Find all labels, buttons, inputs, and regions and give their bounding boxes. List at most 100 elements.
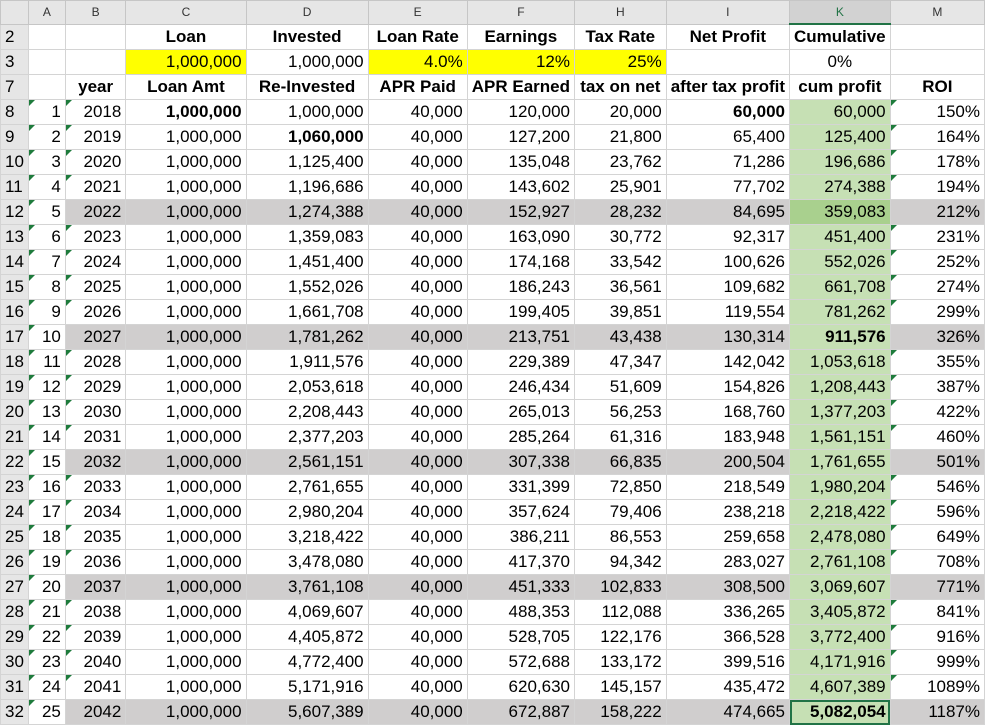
- roi-cell[interactable]: 274%: [889, 274, 985, 300]
- apr-earned-cell[interactable]: 307,338: [466, 449, 575, 475]
- row-index-cell[interactable]: 9: [27, 299, 66, 325]
- row-header[interactable]: 23: [0, 474, 29, 500]
- tax-cell[interactable]: 39,851: [573, 299, 667, 325]
- after-tax-profit-cell[interactable]: 109,682: [665, 274, 791, 300]
- loan-amt-cell[interactable]: 1,000,000: [125, 249, 247, 275]
- reinvested-cell[interactable]: 1,781,262: [245, 324, 369, 350]
- loan-amt-cell[interactable]: 1,000,000: [125, 324, 247, 350]
- apr-earned-cell[interactable]: 265,013: [466, 399, 575, 425]
- after-tax-profit-cell[interactable]: 308,500: [665, 574, 791, 600]
- cum-profit-cell[interactable]: 2,218,422: [789, 499, 891, 525]
- apr-earned-cell[interactable]: 417,370: [466, 549, 575, 575]
- apr-paid-cell[interactable]: 40,000: [367, 499, 468, 525]
- after-tax-profit-cell[interactable]: 399,516: [665, 649, 791, 675]
- year-cell[interactable]: 2020: [64, 149, 127, 175]
- row-index-cell[interactable]: 6: [27, 224, 66, 250]
- apr-earned-cell[interactable]: 199,405: [466, 299, 575, 325]
- apr-earned-cell[interactable]: 152,927: [466, 199, 575, 225]
- reinvested-cell[interactable]: 2,377,203: [245, 424, 369, 450]
- apr-earned-cell[interactable]: 229,389: [466, 349, 575, 375]
- tax-cell[interactable]: 145,157: [573, 674, 667, 700]
- tax-cell[interactable]: 25,901: [573, 174, 667, 200]
- apr-paid-cell[interactable]: 40,000: [367, 274, 468, 300]
- after-tax-profit-cell[interactable]: 183,948: [665, 424, 791, 450]
- apr-earned-cell[interactable]: 246,434: [466, 374, 575, 400]
- year-cell[interactable]: 2018: [64, 99, 127, 125]
- cum-profit-cell[interactable]: 3,069,607: [789, 574, 891, 600]
- year-cell[interactable]: 2041: [64, 674, 127, 700]
- cum-profit-cell[interactable]: 1,980,204: [789, 474, 891, 500]
- roi-cell[interactable]: 1089%: [889, 674, 985, 700]
- loan-amt-cell[interactable]: 1,000,000: [125, 574, 247, 600]
- reinvested-cell[interactable]: 2,980,204: [245, 499, 369, 525]
- cell[interactable]: [665, 49, 791, 75]
- reinvested-cell[interactable]: 3,478,080: [245, 549, 369, 575]
- after-tax-profit-cell[interactable]: 259,658: [665, 524, 791, 550]
- reinvested-cell[interactable]: 4,772,400: [245, 649, 369, 675]
- roi-cell[interactable]: 546%: [889, 474, 985, 500]
- roi-cell[interactable]: 150%: [889, 99, 985, 125]
- tax-cell[interactable]: 30,772: [573, 224, 667, 250]
- loan-amt-header[interactable]: Loan Amt: [125, 74, 247, 100]
- column-header-h[interactable]: H: [573, 0, 667, 25]
- year-cell[interactable]: 2042: [64, 699, 127, 725]
- row-header[interactable]: 18: [0, 349, 29, 375]
- apr-earned-cell[interactable]: 488,353: [466, 599, 575, 625]
- apr-earned-cell[interactable]: 163,090: [466, 224, 575, 250]
- tax-cell[interactable]: 72,850: [573, 474, 667, 500]
- after-tax-profit-cell[interactable]: 154,826: [665, 374, 791, 400]
- apr-paid-cell[interactable]: 40,000: [367, 574, 468, 600]
- loan-amt-cell[interactable]: 1,000,000: [125, 499, 247, 525]
- row-header[interactable]: 29: [0, 624, 29, 650]
- apr-paid-cell[interactable]: 40,000: [367, 174, 468, 200]
- apr-earned-cell[interactable]: 672,887: [466, 699, 575, 725]
- apr-paid-cell[interactable]: 40,000: [367, 449, 468, 475]
- row-header[interactable]: 28: [0, 599, 29, 625]
- row-index-cell[interactable]: 22: [27, 624, 66, 650]
- row-header[interactable]: 26: [0, 549, 29, 575]
- reinvested-cell[interactable]: 1,661,708: [245, 299, 369, 325]
- column-header-e[interactable]: E: [367, 0, 468, 25]
- row-header[interactable]: 14: [0, 249, 29, 275]
- roi-cell[interactable]: 771%: [889, 574, 985, 600]
- apr-paid-cell[interactable]: 40,000: [367, 349, 468, 375]
- row-index-cell[interactable]: 3: [27, 149, 66, 175]
- cum-profit-cell[interactable]: 1,761,655: [789, 449, 891, 475]
- after-tax-profit-header[interactable]: after tax profit: [665, 74, 791, 100]
- apr-earned-cell[interactable]: 127,200: [466, 124, 575, 150]
- year-cell[interactable]: 2022: [64, 199, 127, 225]
- apr-paid-cell[interactable]: 40,000: [367, 399, 468, 425]
- row-index-cell[interactable]: 23: [27, 649, 66, 675]
- column-header-i[interactable]: I: [665, 0, 791, 25]
- reinvested-cell[interactable]: 1,911,576: [245, 349, 369, 375]
- row-index-cell[interactable]: 12: [27, 374, 66, 400]
- after-tax-profit-cell[interactable]: 218,549: [665, 474, 791, 500]
- apr-paid-cell[interactable]: 40,000: [367, 299, 468, 325]
- row-header[interactable]: 30: [0, 649, 29, 675]
- tax-cell[interactable]: 47,347: [573, 349, 667, 375]
- apr-paid-cell[interactable]: 40,000: [367, 549, 468, 575]
- apr-earned-cell[interactable]: 386,211: [466, 524, 575, 550]
- cum-profit-cell[interactable]: 3,405,872: [789, 599, 891, 625]
- tax-cell[interactable]: 79,406: [573, 499, 667, 525]
- apr-earned-cell[interactable]: 451,333: [466, 574, 575, 600]
- row-index-cell[interactable]: 24: [27, 674, 66, 700]
- row-header[interactable]: 32: [0, 699, 29, 725]
- cum-profit-cell[interactable]: 125,400: [789, 124, 891, 150]
- year-cell[interactable]: 2032: [64, 449, 127, 475]
- cum-profit-cell[interactable]: 1,208,443: [789, 374, 891, 400]
- after-tax-profit-cell[interactable]: 130,314: [665, 324, 791, 350]
- year-cell[interactable]: 2030: [64, 399, 127, 425]
- cum-profit-cell[interactable]: 2,478,080: [789, 524, 891, 550]
- after-tax-profit-cell[interactable]: 474,665: [665, 699, 791, 725]
- loan-amt-cell[interactable]: 1,000,000: [125, 374, 247, 400]
- roi-cell[interactable]: 501%: [889, 449, 985, 475]
- tax-cell[interactable]: 122,176: [573, 624, 667, 650]
- loan-amt-cell[interactable]: 1,000,000: [125, 224, 247, 250]
- year-cell[interactable]: 2024: [64, 249, 127, 275]
- column-header-k[interactable]: K: [789, 0, 891, 25]
- after-tax-profit-cell[interactable]: 336,265: [665, 599, 791, 625]
- apr-earned-cell[interactable]: 213,751: [466, 324, 575, 350]
- year-cell[interactable]: 2023: [64, 224, 127, 250]
- tax-cell[interactable]: 112,088: [573, 599, 667, 625]
